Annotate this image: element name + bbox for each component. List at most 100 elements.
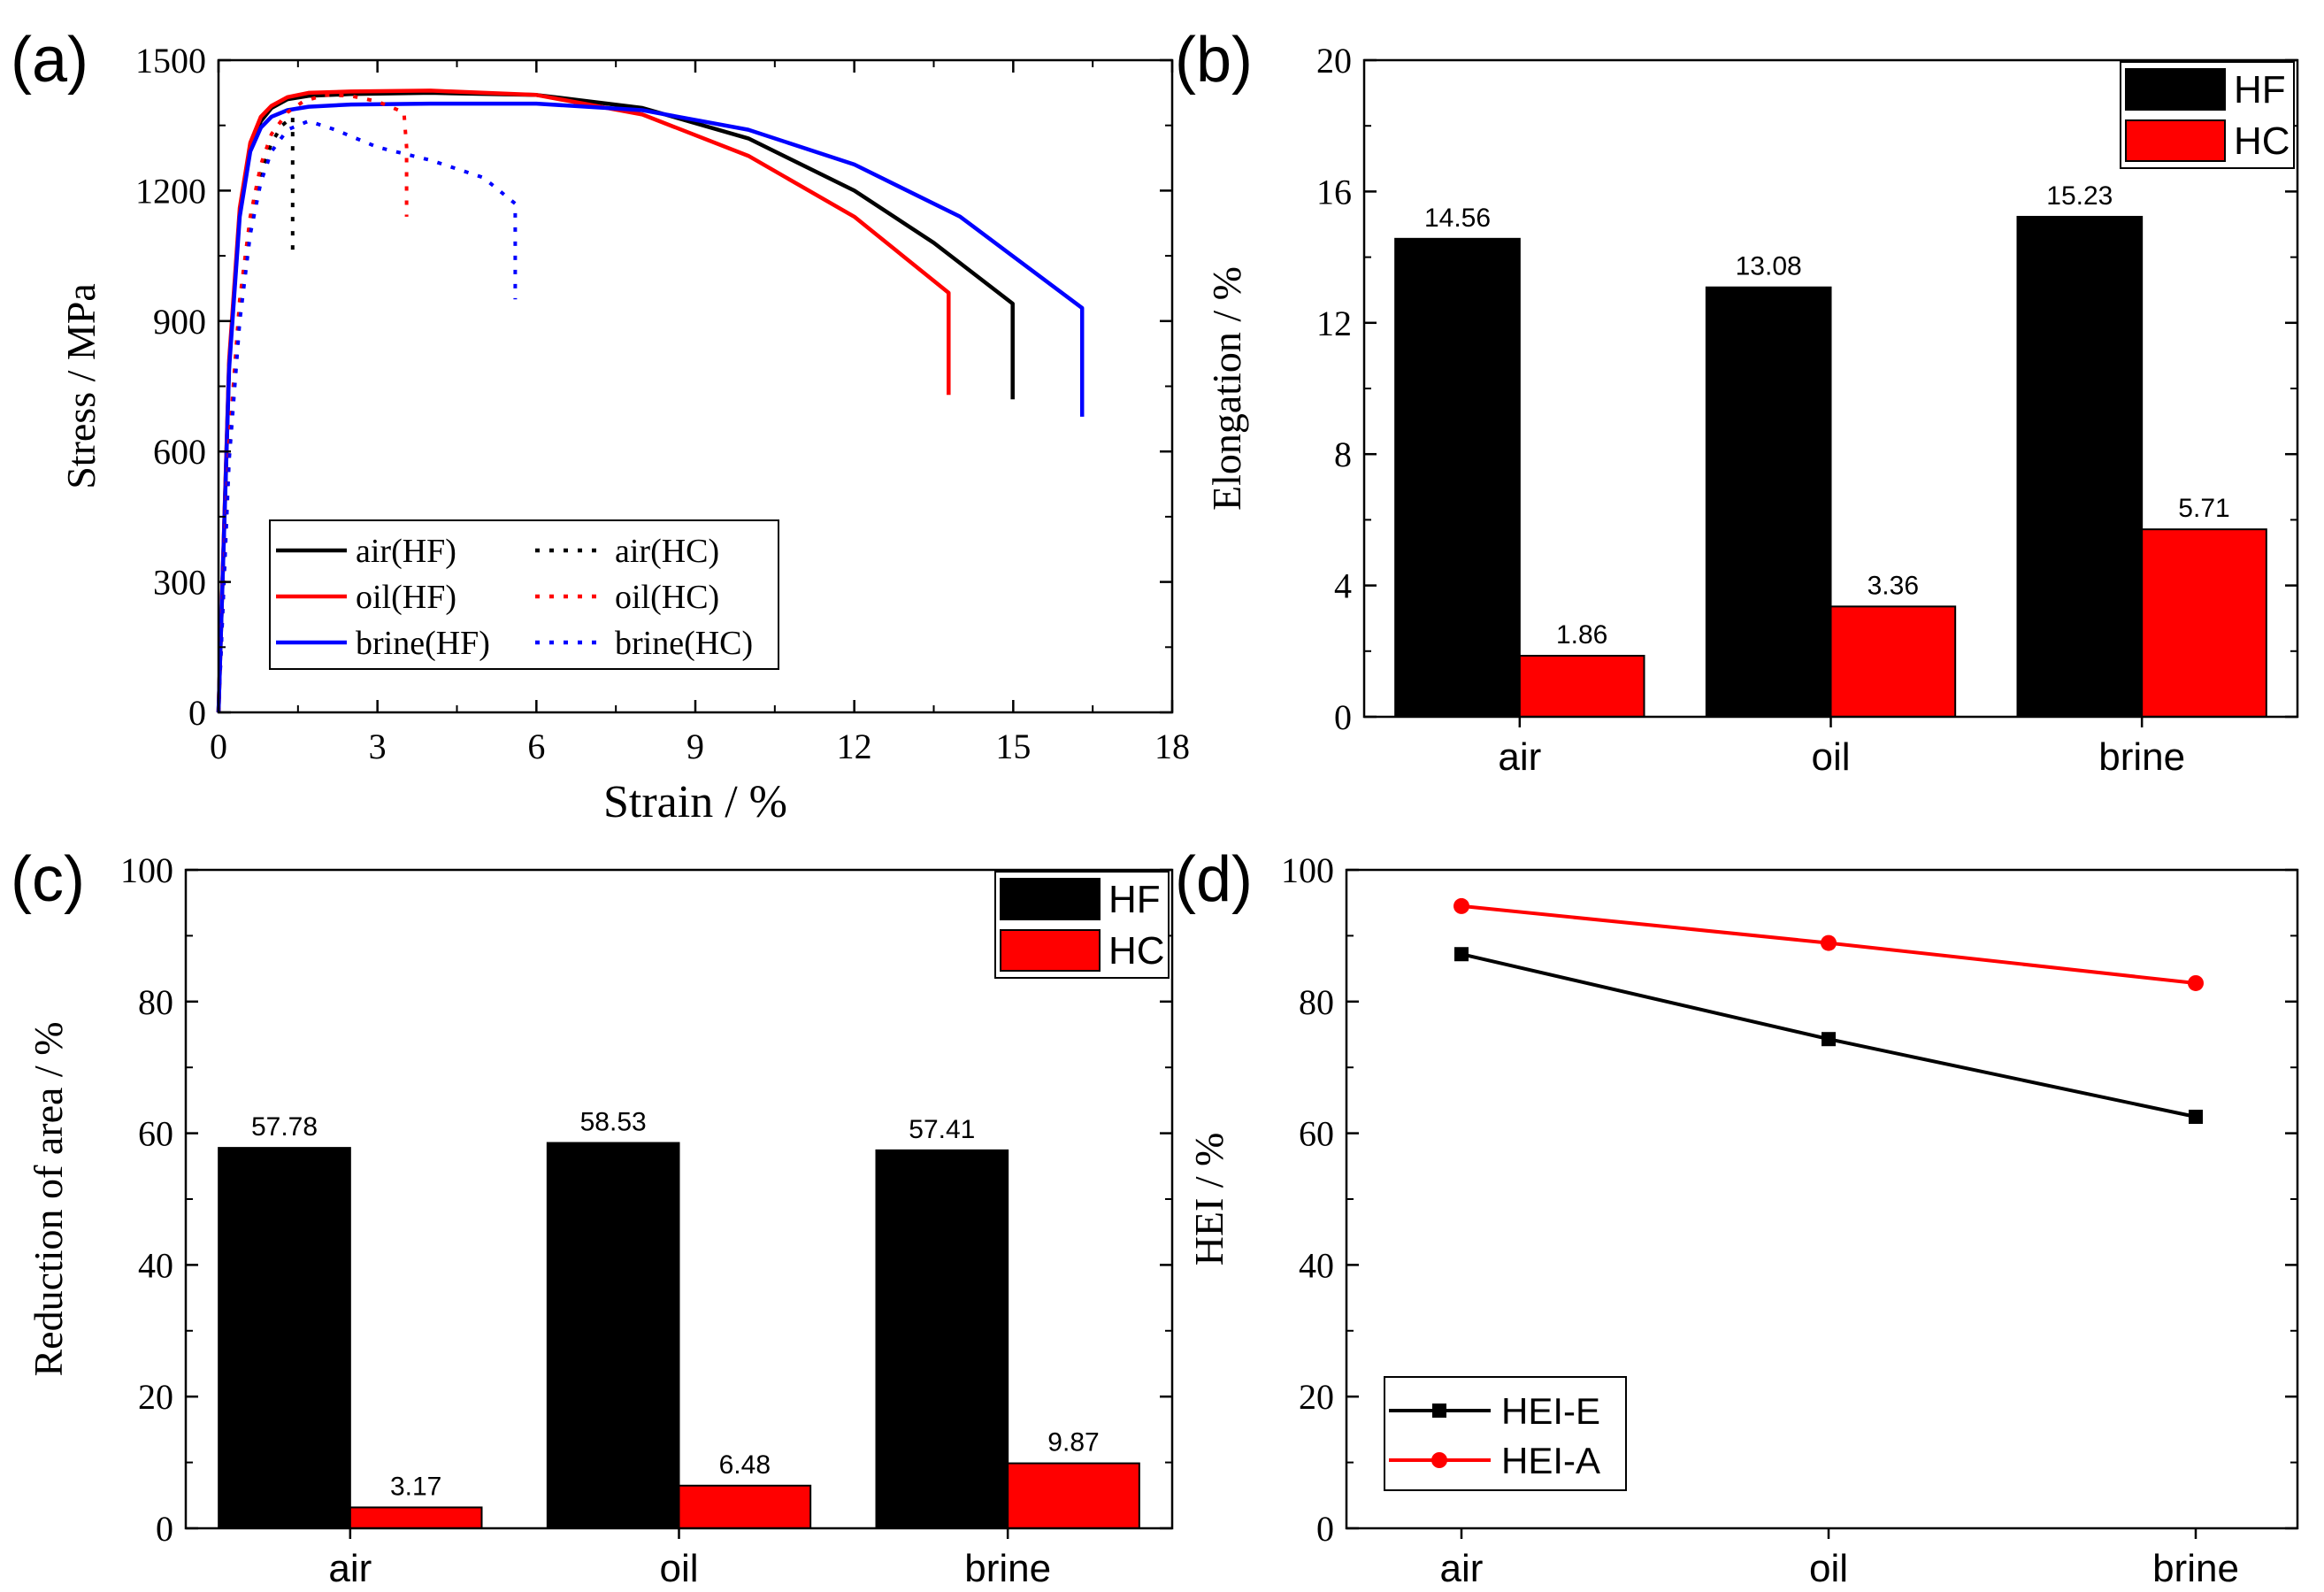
chart-b-elongation: 14.56 1.86 air 13.08 3.36 oil 15.23 5.71 brine 0 4… [1204,41,2299,779]
y-tick-label-a: 1200 [135,171,206,211]
y-tick-label-b: 12 [1316,304,1352,343]
y-tick-label-a: 300 [153,563,206,603]
legend-label-brine-hf-: brine(HF) [356,625,490,662]
legend-label-oil-hf-: oil(HF) [356,579,456,616]
y-tick-label-d: 80 [1299,982,1334,1022]
data-label-hf-brine: 57.41 [909,1115,975,1144]
legend-label-hf: HF [2234,68,2286,112]
legend-swatch-hf [1000,878,1101,920]
y-axis-label-a: Stress / MPa [58,283,104,489]
bar-hc-oil [1829,605,1957,718]
legend-box-a [269,519,779,670]
chart-a-stress-strain: 0 300 600 900 1200 1500 Stress / MPa 0 3 6 9 12 15 18… [58,41,1190,827]
legend-label-hf: HF [1108,878,1161,921]
bar-hc-brine [1007,1462,1140,1530]
y-tick-label-b: 16 [1316,172,1352,211]
legend-label-oil-hc-: oil(HC) [615,579,719,616]
y-tick-label-c: 0 [156,1509,173,1549]
panel-a-label-text: (a) [11,25,88,96]
data-label-hf-oil: 58.53 [580,1108,647,1137]
y-axis-label-d: HEI / % [1186,1133,1231,1266]
legend-box-d [1384,1376,1627,1491]
x-tick-label-b-air: air [1498,735,1541,779]
legend-label-brine-hc-: brine(HC) [615,625,753,662]
series-line-oil-hc- [217,93,409,713]
y-tick-label-d: 0 [1316,1509,1334,1549]
y-tick-label-b: 4 [1334,566,1352,606]
legend-marker-hei-a [1431,1452,1447,1468]
legend-label-hei-a: HEI-A [1501,1440,1600,1481]
panel-b-label-text: (b) [1175,25,1253,96]
y-tick-label-b: 20 [1316,41,1352,81]
panel-d-label-text: (d) [1175,844,1253,915]
legend-swatch-hf [2125,68,2226,111]
data-label-hf-oil: 13.08 [1736,252,1802,281]
panel-c-label: (c) [11,844,85,915]
data-label-hc-brine: 5.71 [2178,494,2229,523]
y-tick-label-a: 0 [188,693,206,733]
data-label-hc-air: 1.86 [1556,620,1607,650]
bar-hf-brine [875,1149,1009,1530]
y-tick-label-c: 60 [138,1114,173,1154]
y-tick-label-c: 20 [138,1377,173,1417]
legend-c: HF HC [994,871,1170,979]
legend-label-air-hc-: air(HC) [615,533,719,570]
y-tick-label-b: 0 [1334,697,1352,737]
point-hei-e-oil [1822,1032,1836,1047]
legend-marker-hei-e [1432,1404,1446,1418]
point-hei-a-air [1453,897,1469,914]
y-tick-label-d: 60 [1299,1114,1334,1154]
x-tick-label-c-air: air [328,1547,372,1590]
legend-d: HEI-E HEI-A [1384,1376,1627,1491]
legend-label-air-hf-: air(HF) [356,533,456,570]
chart-d-hei: air oil brine 0 20 40 60 80 100 HEI / % HEI-E HEI-A [1186,850,2299,1590]
data-label-hc-oil: 3.36 [1868,571,1919,600]
legend-a: air(HF) oil(HF) brine(HF) air(HC) oil(HC) bri… [269,519,779,670]
bar-hf-air [218,1147,351,1530]
y-tick-label-c: 40 [138,1245,173,1285]
x-tick-label-d-air: air [1440,1547,1484,1590]
x-tick-label-a: 6 [527,727,545,766]
bar-hf-oil [1705,286,1832,718]
x-tick-label-c-oil: oil [659,1547,698,1590]
x-tick-label-a: 9 [686,727,704,766]
point-hei-a-oil [1821,934,1837,951]
point-hei-e-brine [2189,1110,2203,1124]
legend-b: HF HC [2120,61,2295,169]
x-tick-label-b-oil: oil [1811,735,1850,779]
bar-hc-air [349,1506,483,1529]
point-hei-a-brine [2188,974,2204,991]
bar-hf-brine [2016,215,2144,719]
panel-c-label-text: (c) [11,844,85,915]
bar-hc-oil [678,1484,812,1530]
data-label-hf-air: 14.56 [1424,204,1491,233]
legend-swatch-hc [2125,119,2226,162]
x-tick-label-a: 15 [995,727,1031,766]
x-tick-label-a: 3 [369,727,387,766]
y-tick-label-c: 100 [120,850,173,890]
x-tick-label-b-brine: brine [2098,735,2185,779]
x-tick-label-d-brine: brine [2152,1547,2239,1590]
x-axis-label-a: Strain / % [603,777,787,827]
y-tick-label-d: 20 [1299,1377,1334,1417]
data-label-hc-brine: 9.87 [1047,1428,1099,1457]
bar-hf-air [1394,237,1521,719]
y-tick-label-c: 80 [138,982,173,1022]
legend-label-hei-e: HEI-E [1501,1390,1600,1432]
legend-label-hc: HC [2234,119,2290,163]
y-axis-label-b: Elongation / % [1204,266,1249,511]
x-tick-label-d-oil: oil [1809,1547,1848,1590]
x-tick-label-a: 18 [1154,727,1190,766]
point-hei-e-air [1454,947,1469,962]
bar-hf-oil [546,1142,680,1529]
y-tick-label-a: 1500 [135,41,206,81]
y-tick-label-d: 40 [1299,1245,1334,1285]
data-label-hc-oil: 6.48 [719,1450,771,1480]
bar-hc-air [1518,654,1645,719]
y-tick-label-d: 100 [1281,850,1334,890]
x-tick-label-c-brine: brine [964,1547,1051,1590]
y-axis-label-c: Reduction of area / % [26,1021,71,1376]
data-label-hc-air: 3.17 [390,1472,441,1501]
panel-b-label: (b) [1175,25,1253,96]
